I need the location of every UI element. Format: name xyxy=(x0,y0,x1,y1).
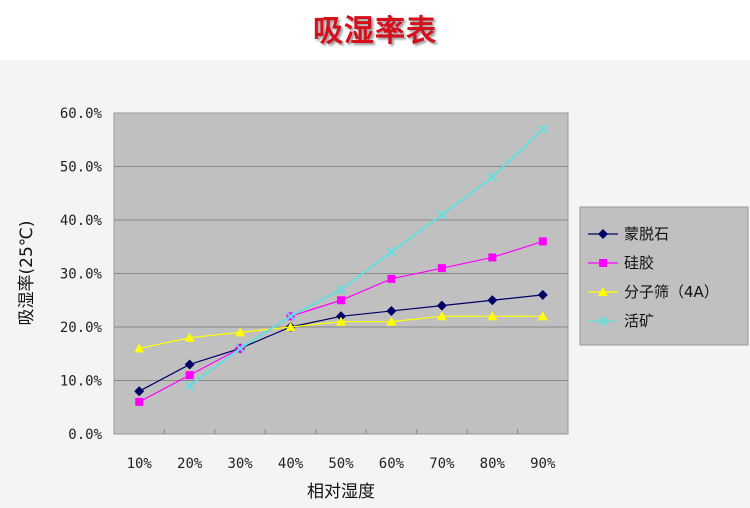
data-point xyxy=(488,253,497,262)
y-tick-label: 10.0% xyxy=(60,374,103,390)
y-tick-label: 0.0% xyxy=(68,427,102,443)
data-point xyxy=(285,311,296,322)
x-tick-label: 80% xyxy=(480,456,506,472)
y-tick-label: 20.0% xyxy=(60,320,103,336)
x-tick-label: 30% xyxy=(227,456,253,472)
x-tick-label: 90% xyxy=(530,456,556,472)
data-point xyxy=(386,316,397,326)
data-point xyxy=(487,311,498,321)
data-point xyxy=(184,381,195,391)
data-point xyxy=(336,316,346,326)
data-point xyxy=(386,247,397,257)
data-point xyxy=(184,359,195,370)
legend-marker xyxy=(598,229,608,239)
data-point xyxy=(337,296,345,305)
title-band xyxy=(0,0,750,60)
legend-marker xyxy=(598,287,608,296)
data-point xyxy=(537,289,548,300)
chart-title: 吸湿率表 xyxy=(313,14,437,49)
legend-entry: 活矿 xyxy=(624,312,654,330)
y-axis-label: 吸湿率(25℃) xyxy=(17,221,37,326)
y-tick-label: 40.0% xyxy=(60,213,103,229)
data-point xyxy=(135,397,144,406)
x-tick-label: 10% xyxy=(127,456,153,472)
legend xyxy=(579,206,749,346)
data-point xyxy=(184,332,195,342)
data-point xyxy=(285,322,296,331)
data-point xyxy=(437,209,447,220)
data-point xyxy=(487,172,498,182)
data-point xyxy=(387,274,396,283)
data-point xyxy=(134,386,145,397)
data-point xyxy=(235,343,245,354)
data-point xyxy=(436,300,447,311)
y-tick-label: 30.0% xyxy=(60,267,103,283)
legend-entry: 分子筛（4A） xyxy=(624,283,719,301)
legend-entry: 蒙脱石 xyxy=(624,225,669,243)
y-tick-label: 50.0% xyxy=(60,160,103,176)
data-point xyxy=(336,284,346,295)
data-point xyxy=(134,343,145,353)
legend-marker xyxy=(599,259,607,267)
data-point xyxy=(336,311,346,322)
data-point xyxy=(185,371,194,380)
data-point xyxy=(437,264,446,273)
legend-entry: 硅胶 xyxy=(624,254,654,272)
data-point xyxy=(235,327,246,337)
x-axis-label: 相对湿度 xyxy=(307,482,375,502)
y-tick-label: 60.0% xyxy=(60,106,103,122)
data-point xyxy=(538,237,547,246)
data-point xyxy=(386,305,397,316)
data-point xyxy=(436,311,447,321)
x-tick-label: 60% xyxy=(379,456,405,472)
legend-marker xyxy=(598,316,608,326)
x-tick-label: 40% xyxy=(278,456,304,472)
x-tick-label: 20% xyxy=(177,456,203,472)
data-point xyxy=(487,295,498,306)
x-tick-label: 50% xyxy=(328,456,354,472)
x-tick-label: 70% xyxy=(429,456,455,472)
series-line xyxy=(189,128,544,387)
data-point xyxy=(537,311,548,321)
data-point xyxy=(538,124,548,134)
